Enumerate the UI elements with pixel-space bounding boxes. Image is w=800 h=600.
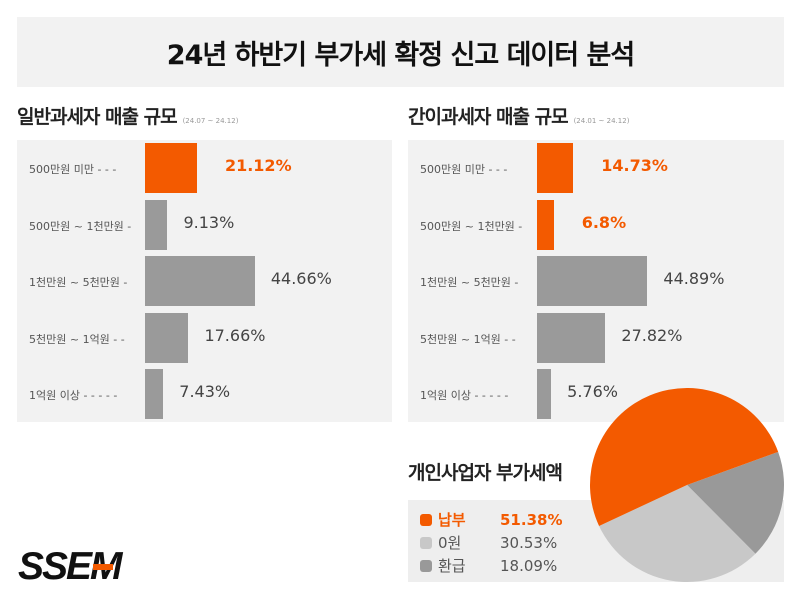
bar-row: 5천만원 ~ 1억원 - - 27.82% [408,312,784,363]
bar-value: 7.43% [179,382,231,401]
bar-row: 1억원 이상 - - - - - 5.76% [408,369,784,419]
legend-item: 납부 51.38% [420,509,562,530]
bar [537,256,648,306]
general-period: (24.07 ~ 24.12) [182,117,239,125]
bar [145,369,164,419]
page-title: 24년 하반기 부가세 확정 신고 데이터 분석 [166,39,635,71]
simple-period: (24.01 ~ 24.12) [573,117,630,125]
ssem-logo: SSEM [18,545,123,589]
bar-value: 6.8% [581,212,627,232]
general-title-text: 일반과세자 매출 규모 [17,106,178,128]
bar-row: 500만원 미만 - - - 14.73% [408,143,784,193]
bar [145,143,197,193]
bar-value: 44.89% [663,269,725,288]
pie-slice-납부 [590,388,779,526]
legend-value: 18.09% [500,556,558,575]
bar-row: 500만원 미만 - - - 21.12% [17,143,392,193]
legend-swatch [420,536,432,549]
legend-item: 환급 18.09% [420,555,557,576]
logo-stripe [93,564,113,570]
pie-slice-0원 [599,485,756,582]
bar [537,369,552,419]
bar-value: 27.82% [621,325,683,345]
legend-item: 0원 30.53% [420,532,557,553]
legend-swatch [420,559,432,572]
bar-value: 17.66% [204,325,266,345]
legend-value: 51.38% [500,510,563,529]
bar [537,312,606,363]
pie-slice-환급 [687,451,784,554]
bar-label: 500만원 미만 - - - [29,163,117,176]
vat-title: 개인사업자 부가세액 [408,462,563,484]
bar [537,143,574,193]
legend-value: 30.53% [500,533,558,552]
bar-label: 1천만원 ~ 5천만원 - [29,276,128,289]
simple-chart: 500만원 미만 - - - 14.73% 500만원 ~ 1천만원 - 6.8%… [408,140,784,422]
bar-label: 500만원 ~ 1천만원 - [420,219,523,233]
bar-row: 1억원 이상 - - - - - 7.43% [17,369,392,419]
general-chart: 500만원 미만 - - - 21.12% 500만원 ~ 1천만원 - 9.13… [17,140,392,422]
bar-label: 5천만원 ~ 1억원 - - [420,332,516,346]
bar-row: 500만원 ~ 1천만원 - 9.13% [17,199,392,250]
bar [537,199,554,250]
simple-title: 간이과세자 매출 규모 (24.01 ~ 24.12) [408,102,629,129]
title-banner: 24년 하반기 부가세 확정 신고 데이터 분석 [17,17,784,87]
bar-value: 21.12% [224,156,292,175]
legend-swatch [420,513,432,526]
bar-label: 1천만원 ~ 5천만원 - [420,276,519,289]
bar-row: 5천만원 ~ 1억원 - - 17.66% [17,312,392,363]
general-title: 일반과세자 매출 규모 (24.07 ~ 24.12) [17,102,238,129]
bar-value: 9.13% [183,212,235,232]
legend-name: 납부 [438,511,466,529]
bar-value: 44.66% [270,269,332,288]
bar-label: 1억원 이상 - - - - - [29,389,118,402]
bar-row: 500만원 ~ 1천만원 - 6.8% [408,199,784,250]
bar-row: 1천만원 ~ 5천만원 - 44.66% [17,256,392,306]
bar-value: 14.73% [601,156,668,175]
bar-label: 5천만원 ~ 1억원 - - [29,332,125,346]
bar [145,256,255,306]
legend-name: 환급 [438,557,466,575]
bar [145,312,189,363]
bar-value: 5.76% [567,382,618,401]
bar-label: 1억원 이상 - - - - - [420,389,509,402]
legend-name: 0원 [438,534,462,552]
bar-row: 1천만원 ~ 5천만원 - 44.89% [408,256,784,306]
bar-label: 500만원 미만 - - - [420,163,508,176]
simple-title-text: 간이과세자 매출 규모 [408,106,569,128]
bar [145,199,168,250]
bar-label: 500만원 ~ 1천만원 - [29,219,132,233]
